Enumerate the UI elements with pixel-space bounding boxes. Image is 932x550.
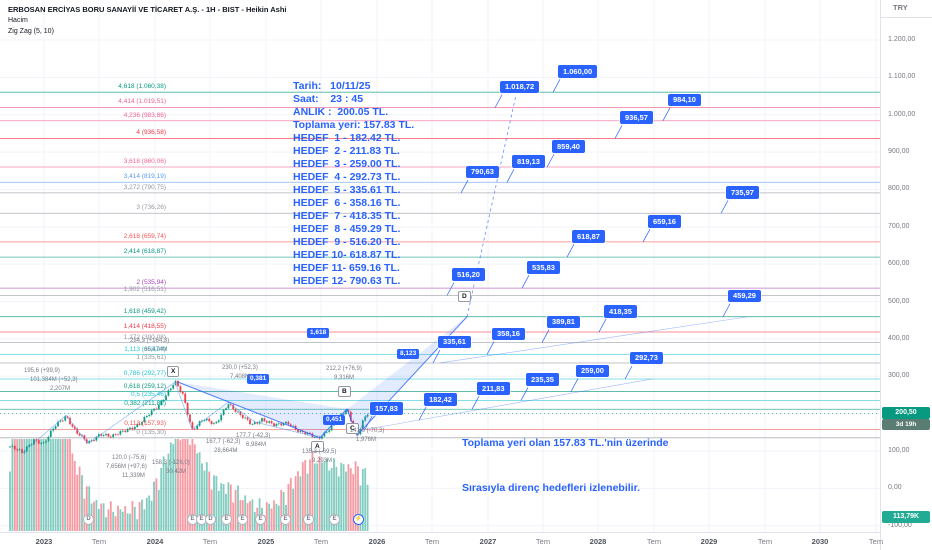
time-tick-label: Tem: [424, 537, 440, 546]
price-tick-label: 0,00: [888, 484, 902, 492]
price-tick-label: 500,00: [888, 297, 910, 305]
time-tick-label: 2026: [368, 537, 386, 546]
time-tick-label: Tem: [313, 537, 329, 546]
indicator-volume-label[interactable]: Hacim: [8, 17, 28, 24]
time-tick-label: 2030: [811, 537, 829, 546]
price-tick-label: 300,00: [888, 372, 910, 380]
time-tick-label: Tem: [202, 537, 218, 546]
bar-countdown-badge: 3d 19h: [882, 419, 930, 430]
price-tick-label: 1.100,00: [888, 73, 916, 81]
annotation-line: HEDEF 1 - 182.42 TL.: [293, 132, 401, 144]
time-tick-label: 2024: [146, 537, 164, 546]
chart-legend: ERBOSAN ERCİYAS BORU SANAYİİ VE TİCARET …: [8, 4, 287, 37]
note-line-1: Toplama yeri olan 157.83 TL.'nin üzerind…: [462, 437, 669, 449]
annotation-line: HEDEF 2 - 211.83 TL.: [293, 145, 400, 157]
indicator-zigzag-label[interactable]: Zig Zag (5, 10): [8, 28, 54, 35]
symbol-title[interactable]: ERBOSAN ERCİYAS BORU SANAYİİ VE TİCARET …: [8, 5, 287, 14]
time-tick-label: Tem: [868, 537, 884, 546]
grid-lines: [0, 0, 880, 532]
time-axis[interactable]: 2023 Tem 2024 Tem 2025 Tem 2026 Tem 2027 Tem 2028 T…: [0, 532, 884, 550]
time-tick-label: 2029: [700, 537, 718, 546]
time-tick-label: Tem: [91, 537, 107, 546]
note-line-2: Sırasıyla direnç hedefleri izlenebilir.: [462, 482, 640, 494]
current-volume-badge: 113,79K: [882, 511, 930, 523]
annotation-line: Toplama yeri: 157.83 TL.: [293, 119, 415, 131]
price-axis[interactable]: TRY 1.200,00 1.100,00 1.000,00 900,00 800,00…: [880, 0, 932, 550]
callout-pointers: [364, 79, 731, 430]
annotation-line: HEDEF 12- 790.63 TL.: [293, 275, 401, 287]
time-tick-label: Tem: [646, 537, 662, 546]
annotation-line: HEDEF 6 - 358.16 TL.: [293, 197, 401, 209]
note-annotation-text[interactable]: Toplama yeri olan 157.83 TL.'nin üzerind…: [462, 406, 669, 526]
price-tick-label: 700,00: [888, 222, 910, 230]
volume-series: [9, 439, 369, 531]
annotation-line: HEDEF 4 - 292.73 TL.: [293, 171, 401, 183]
fib-extension-lines[interactable]: [0, 91, 880, 439]
zigzag-line: [0, 381, 880, 454]
annotation-line: HEDEF 10- 618.87 TL.: [293, 249, 401, 261]
annotation-line: Tarih: 10/11/25: [293, 80, 371, 92]
annotation-line: HEDEF 11- 659.16 TL.: [293, 262, 400, 274]
annotation-line: HEDEF 5 - 335.61 TL.: [293, 184, 401, 196]
price-tick-label: 100,00: [888, 447, 910, 454]
time-tick-label: Tem: [757, 537, 773, 546]
annotation-line: HEDEF 9 - 516.20 TL.: [293, 236, 401, 248]
time-tick-label: Tem: [535, 537, 551, 546]
price-tick-label: 600,00: [888, 260, 910, 268]
annotation-line: HEDEF 8 - 459.29 TL.: [293, 223, 401, 235]
time-tick-label: 2028: [589, 537, 607, 546]
currency-label: TRY: [881, 0, 932, 18]
price-tick-label: 1.000,00: [888, 110, 916, 118]
price-tick-label: 1.200,00: [888, 36, 916, 43]
annotation-line: HEDEF 3 - 259.00 TL.: [293, 158, 401, 170]
current-price-badge: 200,50: [882, 407, 930, 419]
price-tick-label: 400,00: [888, 334, 910, 342]
annotation-line: ANLIK : 200.05 TL.: [293, 106, 389, 118]
price-tick-label: 800,00: [888, 185, 910, 193]
time-tick-label: 2025: [257, 537, 275, 546]
annotation-line: Saat: 23 : 45: [293, 93, 364, 105]
price-tick-label: -100,00: [888, 521, 912, 529]
time-tick-label: 2027: [479, 537, 497, 546]
target-annotation-text[interactable]: Tarih: 10/11/25 Saat: 23 : 45 ANLIK : 200.…: [293, 80, 414, 288]
annotation-line: HEDEF 7 - 418.35 TL.: [293, 210, 401, 222]
time-tick-label: 2023: [35, 537, 53, 546]
price-tick-label: 900,00: [888, 148, 910, 156]
xabcd-pattern-drawing[interactable]: [177, 94, 749, 439]
